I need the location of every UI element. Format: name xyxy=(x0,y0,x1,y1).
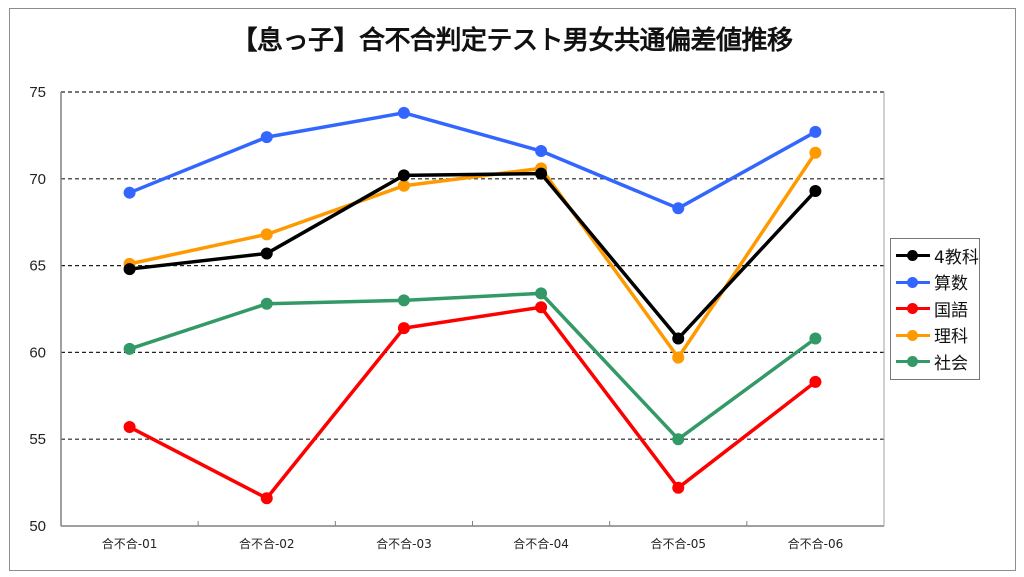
legend-item: 4教科 xyxy=(896,242,979,269)
legend-marker-icon xyxy=(896,275,930,289)
data-point xyxy=(809,125,822,138)
legend-marker-icon xyxy=(896,354,930,368)
data-point xyxy=(123,421,136,434)
legend-label: 社会 xyxy=(934,353,968,374)
chart-frame xyxy=(9,8,1016,571)
series-1 xyxy=(123,167,822,345)
x-tick-label: 合不合-03 xyxy=(376,536,432,551)
gridlines xyxy=(61,91,884,440)
x-tick-label: 合不合-01 xyxy=(102,536,158,551)
y-tick-label: 70 xyxy=(29,171,46,188)
data-point xyxy=(672,332,685,345)
legend-label: 4教科 xyxy=(934,247,979,268)
legend-label: 算数 xyxy=(934,274,968,295)
data-point xyxy=(672,433,685,446)
y-axis-ticks: 50 55 60 65 70 75 xyxy=(29,84,46,535)
x-tick-label: 合不合-05 xyxy=(650,536,706,551)
series-line xyxy=(129,151,817,360)
data-point xyxy=(397,322,410,335)
y-tick-label: 75 xyxy=(29,84,46,101)
data-point xyxy=(260,492,273,505)
y-tick-label: 65 xyxy=(29,258,46,275)
data-point xyxy=(535,167,548,180)
legend: 4教科算数国語理科社会 xyxy=(890,238,980,380)
x-axis-ticks: 合不合-01 合不合-02 合不合-03 合不合-04 合不合-05 合不合-06 xyxy=(102,536,843,551)
data-point xyxy=(260,131,273,144)
axes xyxy=(60,92,885,527)
series-3 xyxy=(123,301,822,505)
data-point xyxy=(260,228,273,241)
data-point xyxy=(672,351,685,364)
legend-item: 理科 xyxy=(896,322,979,349)
data-series xyxy=(123,106,822,505)
legend-label: 国語 xyxy=(934,300,968,321)
y-tick-label: 55 xyxy=(29,431,46,448)
data-point xyxy=(397,169,410,182)
data-point xyxy=(809,146,822,159)
x-tick-label: 合不合-04 xyxy=(513,536,569,551)
series-line xyxy=(129,291,817,441)
series-line xyxy=(128,111,817,211)
data-point xyxy=(672,202,685,215)
legend-marker-icon xyxy=(896,328,930,342)
series-4 xyxy=(123,146,822,364)
series-line xyxy=(129,171,817,341)
series-2 xyxy=(123,106,822,215)
x-tick-label: 合不合-06 xyxy=(788,536,844,551)
data-point xyxy=(260,297,273,310)
chart-title: 【息っ子】合不合判定テスト男女共通偏差値推移 xyxy=(231,26,793,56)
data-point xyxy=(123,186,136,199)
series-5 xyxy=(123,287,822,446)
legend-marker-icon xyxy=(896,301,930,315)
data-point xyxy=(809,184,822,197)
data-point xyxy=(123,263,136,276)
data-point xyxy=(260,247,273,260)
y-tick-label: 50 xyxy=(29,518,46,535)
legend-item: 算数 xyxy=(896,269,979,296)
data-point xyxy=(535,287,548,300)
legend-marker-icon xyxy=(896,248,930,262)
legend-item: 社会 xyxy=(896,348,979,375)
data-point xyxy=(809,375,822,388)
data-point xyxy=(397,294,410,307)
data-point xyxy=(397,106,410,119)
legend-label: 理科 xyxy=(934,327,968,348)
y-tick-label: 60 xyxy=(29,344,46,361)
data-point xyxy=(535,301,548,314)
x-tick-label: 合不合-02 xyxy=(239,536,295,551)
data-point xyxy=(535,145,548,158)
legend-item: 国語 xyxy=(896,295,979,322)
data-point xyxy=(672,481,685,494)
data-point xyxy=(397,179,410,192)
data-point xyxy=(809,332,822,345)
data-point xyxy=(123,342,136,355)
series-line xyxy=(128,305,817,500)
